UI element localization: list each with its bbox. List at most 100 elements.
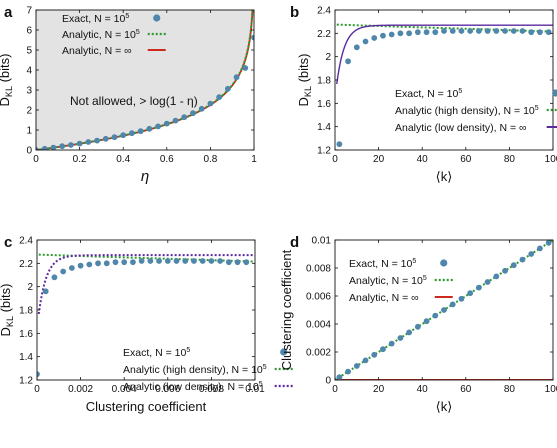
- data-point: [155, 123, 161, 130]
- data-point: [146, 125, 153, 132]
- data-point: [68, 265, 75, 271]
- legend-label: Analytic, N = 105: [62, 29, 140, 41]
- data-point: [423, 29, 430, 36]
- data-point: [441, 307, 447, 313]
- y-tick-label: 1.4: [317, 122, 331, 133]
- data-point: [441, 28, 447, 34]
- data-point: [510, 28, 517, 34]
- x-tick-label: 0: [34, 384, 40, 395]
- data-point: [199, 258, 206, 264]
- y-tick-label: 2.2: [19, 259, 33, 270]
- data-point: [76, 140, 83, 147]
- y-tick-label: 3: [26, 86, 32, 97]
- x-tick-label: 0.4: [116, 154, 130, 165]
- y-tick-label: 0.004: [306, 320, 331, 331]
- legend-label: Analytic, N = 105: [349, 275, 427, 287]
- axes-frame: [35, 9, 255, 151]
- data-point: [484, 279, 491, 285]
- data-point: [414, 29, 421, 36]
- data-point: [59, 143, 66, 150]
- data-point: [217, 258, 224, 264]
- data-point: [225, 259, 232, 266]
- y-tick-label: 0.006: [306, 292, 331, 303]
- y-tick-label: 1: [26, 126, 32, 137]
- data-point: [95, 260, 101, 267]
- data-point: [467, 290, 474, 297]
- data-point: [475, 284, 482, 291]
- data-point: [458, 28, 465, 34]
- x-tick-label: 0.004: [112, 384, 137, 395]
- data-point: [85, 139, 92, 145]
- data-point: [537, 29, 543, 36]
- x-tick-label: 100: [545, 154, 557, 165]
- y-tick-label: 7: [26, 6, 32, 17]
- series-low-density-line: [37, 254, 255, 315]
- y-tick-label: 6: [26, 26, 32, 37]
- y-axis-label: Clustering coefficient: [279, 249, 294, 370]
- data-point: [130, 259, 136, 266]
- data-point: [458, 295, 465, 302]
- data-point: [234, 259, 241, 266]
- y-tick-label: 1.2: [19, 376, 33, 387]
- data-point: [36, 147, 39, 150]
- data-point: [50, 144, 57, 150]
- plot-area: [36, 10, 254, 150]
- y-tick-label: 5: [26, 46, 32, 57]
- data-point: [345, 368, 351, 375]
- data-point: [233, 74, 240, 81]
- x-tick-label: 0.8: [203, 154, 217, 165]
- x-tick-label: 0.008: [199, 384, 224, 395]
- x-axis-label: ⟨k⟩: [436, 399, 453, 414]
- y-tick-label: 0.01: [312, 236, 332, 247]
- data-point: [103, 260, 110, 267]
- data-point: [336, 141, 343, 148]
- legend-label: Analytic (high density), N = 105: [395, 105, 539, 117]
- legend: Exact, N = 105 Analytic (high density), N…: [395, 88, 557, 134]
- y-tick-label: 0.002: [306, 348, 331, 359]
- data-point: [493, 273, 500, 280]
- data-point: [129, 130, 135, 137]
- data-point: [414, 323, 421, 330]
- y-tick-label: 2.4: [317, 6, 331, 17]
- data-point: [137, 128, 144, 135]
- legend-label: Analytic (low density), N = ∞: [395, 122, 527, 134]
- plot-area: [37, 253, 255, 378]
- data-point: [94, 137, 100, 144]
- panel-letter: b: [290, 4, 299, 21]
- legend-label: Exact, N = 105: [123, 347, 190, 359]
- legend: Exact, N = 105 Analytic, N = 105 Analytic,…: [62, 13, 166, 57]
- x-tick-label: 0: [33, 154, 39, 165]
- data-point: [449, 301, 456, 308]
- data-point: [423, 318, 430, 325]
- legend-label: Analytic, N = ∞: [62, 45, 132, 57]
- data-point: [67, 142, 74, 148]
- data-point: [397, 30, 404, 37]
- data-point: [388, 31, 395, 38]
- x-tick-label: 60: [460, 384, 472, 395]
- data-point: [345, 58, 351, 65]
- data-point: [502, 267, 508, 274]
- data-point: [545, 29, 552, 36]
- y-tick-label: 0: [26, 146, 32, 157]
- data-point: [397, 335, 404, 341]
- data-point: [86, 261, 93, 268]
- data-point: [208, 258, 215, 264]
- data-point: [519, 256, 526, 263]
- data-point: [147, 258, 154, 264]
- region-label: Not allowed, > log(1 - η): [70, 94, 198, 108]
- x-tick-label: 20: [373, 154, 385, 165]
- x-tick-label: 0.2: [73, 154, 87, 165]
- data-point: [42, 288, 49, 295]
- data-point: [41, 145, 48, 150]
- panel-letter: a: [4, 4, 13, 21]
- legend: Exact, N = 105 Analytic (high density), N…: [123, 347, 293, 393]
- not-allowed-region: [36, 10, 254, 150]
- x-tick-label: 0.002: [68, 384, 93, 395]
- data-point: [353, 363, 360, 369]
- data-point: [432, 29, 439, 36]
- data-point: [362, 38, 369, 45]
- data-point: [173, 258, 180, 264]
- y-tick-label: 1.4: [19, 352, 33, 363]
- legend-label: Exact, N = 105: [62, 13, 129, 25]
- y-tick-label: 1.8: [317, 76, 331, 87]
